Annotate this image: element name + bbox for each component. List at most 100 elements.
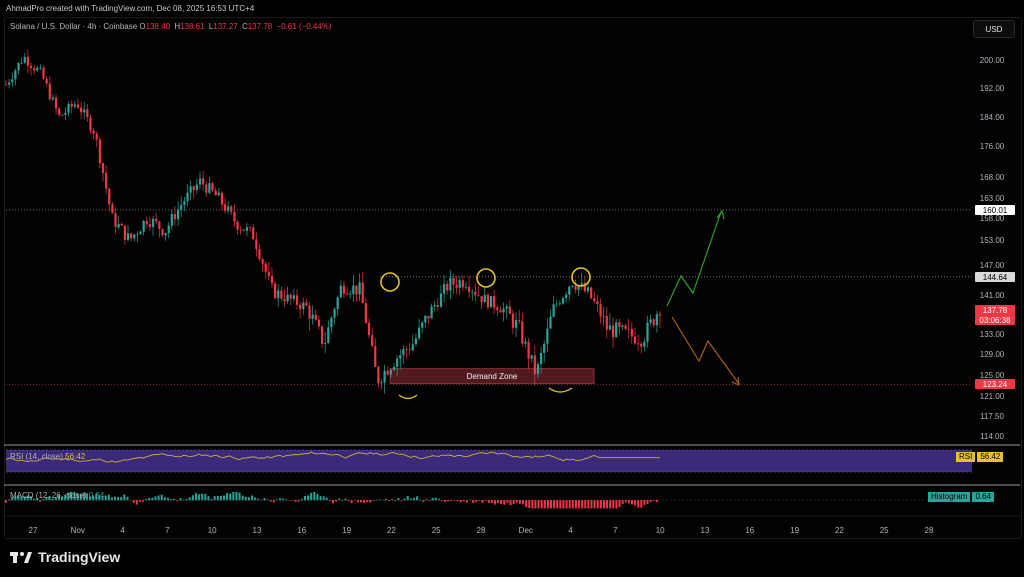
candle-body xyxy=(167,225,170,234)
macd-bar xyxy=(235,492,238,501)
macd-bar xyxy=(67,492,70,501)
macd-bar xyxy=(36,498,39,501)
candle-body xyxy=(439,293,443,307)
candle-body xyxy=(611,325,615,338)
candle-body xyxy=(198,178,202,185)
candle-body xyxy=(95,133,98,140)
candle-body xyxy=(98,139,101,164)
macd-bar xyxy=(578,500,581,509)
candle-body xyxy=(292,295,295,299)
macd-bar xyxy=(587,500,590,509)
rsi-badge-value: 56.42 xyxy=(977,452,1004,462)
ohlc-value-h: 138.61 xyxy=(180,22,205,31)
candle-body xyxy=(170,214,173,226)
symbol-title[interactable]: Solana / U.S. Dollar · 4h · Coinbase xyxy=(10,22,138,31)
macd-bar xyxy=(437,498,440,501)
candle-body xyxy=(568,286,571,295)
price-tick: 168.00 xyxy=(980,173,1005,182)
candle-body xyxy=(164,233,167,236)
candle-body xyxy=(521,321,524,344)
candle-body xyxy=(414,338,418,345)
macd-bar xyxy=(462,500,465,502)
time-tick: 13 xyxy=(253,526,262,535)
macd-bar xyxy=(226,493,229,501)
macd-bar xyxy=(39,500,42,502)
macd-bar xyxy=(512,500,515,505)
candle-body xyxy=(383,370,386,383)
candle-body xyxy=(305,302,308,306)
candle-body xyxy=(283,298,286,302)
macd-bar xyxy=(640,500,643,508)
macd-bar xyxy=(204,493,207,501)
candle-body xyxy=(599,304,602,317)
macd-bar xyxy=(338,498,341,501)
macd-bar xyxy=(372,500,375,501)
candle-body xyxy=(452,277,455,285)
time-tick: 4 xyxy=(568,526,573,535)
macd-bar xyxy=(201,493,204,501)
bottom-arc xyxy=(398,394,418,400)
candle-body xyxy=(392,366,396,370)
top-highlight-circle xyxy=(380,272,400,292)
demand-zone-box xyxy=(389,368,595,384)
time-tick: 16 xyxy=(745,526,754,535)
tradingview-logo[interactable]: TradingView xyxy=(10,549,120,565)
macd-bar xyxy=(434,497,437,501)
macd-bar xyxy=(61,496,64,501)
candle-body xyxy=(333,309,336,318)
price-tick: 153.00 xyxy=(980,236,1005,245)
currency-button[interactable]: USD xyxy=(973,20,1015,38)
macd-bar xyxy=(419,499,422,501)
time-tick: 25 xyxy=(880,526,889,535)
candle-body xyxy=(155,218,158,222)
time-tick: 19 xyxy=(342,526,351,535)
candle-body xyxy=(148,224,152,227)
candle-body xyxy=(58,108,61,116)
macd-bar xyxy=(506,500,509,503)
candle-body xyxy=(70,103,73,107)
bullish-projection-arrow xyxy=(666,211,722,307)
candle-body xyxy=(571,285,574,287)
candle-body xyxy=(539,353,543,365)
macd-bar xyxy=(188,497,191,501)
macd-bar xyxy=(356,500,359,503)
macd-bar xyxy=(574,500,577,509)
macd-bar xyxy=(447,500,450,502)
candle-body xyxy=(377,366,380,384)
macd-bar xyxy=(73,492,76,501)
macd-bar xyxy=(332,500,334,504)
candle-body xyxy=(267,271,270,277)
candle-body xyxy=(299,304,302,309)
candle-body xyxy=(514,320,518,328)
macd-bar xyxy=(275,499,278,501)
candle-body xyxy=(455,284,458,288)
time-tick: 10 xyxy=(208,526,217,535)
candle-body xyxy=(533,355,536,375)
macd-bar xyxy=(584,500,587,509)
rsi-legend: RSI (14, close) 56.42 xyxy=(10,452,85,461)
candle-body xyxy=(51,97,55,100)
macd-bar xyxy=(48,495,51,501)
macd-bar xyxy=(85,493,88,501)
macd-bar xyxy=(465,500,468,503)
price-tick: 141.00 xyxy=(980,291,1005,300)
price-tick: 125.00 xyxy=(980,371,1005,380)
candle-body xyxy=(320,326,324,344)
macd-bar xyxy=(232,492,235,501)
macd-bar xyxy=(163,497,166,501)
macd-bar xyxy=(316,494,319,501)
macd-bar xyxy=(29,496,32,501)
macd-bar xyxy=(341,500,344,501)
macd-bar xyxy=(456,500,459,502)
macd-bar xyxy=(322,496,325,501)
candle-body xyxy=(289,294,292,299)
candle-body xyxy=(295,295,299,305)
candle-body xyxy=(336,297,339,310)
macd-bar xyxy=(247,497,250,501)
candle-body xyxy=(136,234,139,236)
macd-bar xyxy=(79,494,82,501)
histogram-badge-name: Histogram xyxy=(928,492,971,502)
candle-body xyxy=(646,322,649,342)
candle-body xyxy=(380,382,383,384)
